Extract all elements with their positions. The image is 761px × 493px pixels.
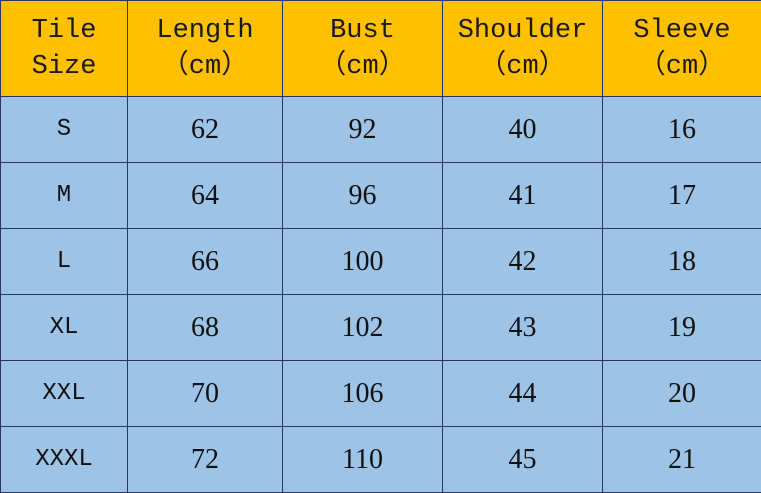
header-text: Size [31, 51, 97, 82]
value-cell: 66 [127, 228, 283, 295]
header-text: （cm） [479, 51, 566, 82]
value-cell: 44 [442, 360, 603, 427]
header-cell: Tile Size [0, 0, 128, 97]
value-cell: 43 [442, 294, 603, 361]
table-row: XXXL 72 110 45 21 [0, 426, 761, 493]
value-cell: 16 [602, 96, 761, 163]
header-text: （cm） [638, 51, 726, 82]
value-cell: 64 [127, 162, 283, 229]
value-cell: 19 [602, 294, 761, 361]
table-row: L 66 100 42 18 [0, 228, 761, 295]
size-cell: XXXL [0, 426, 128, 493]
value-cell: 102 [282, 294, 443, 361]
size-cell: XL [0, 294, 128, 361]
header-text: Length [156, 15, 254, 46]
value-cell: 41 [442, 162, 603, 229]
value-cell: 20 [602, 360, 761, 427]
size-cell: S [0, 96, 128, 163]
table-row: XL 68 102 43 19 [0, 294, 761, 361]
header-text: （cm） [161, 51, 249, 82]
value-cell: 42 [442, 228, 603, 295]
header-cell: Sleeve （cm） [602, 0, 761, 97]
table-body: S 62 92 40 16 M 64 96 41 17 L 66 100 42 18 XL 68 102 43 19 X… [0, 96, 761, 493]
value-cell: 100 [282, 228, 443, 295]
header-text: Sleeve [633, 15, 731, 46]
value-cell: 110 [282, 426, 443, 493]
value-cell: 45 [442, 426, 603, 493]
size-cell: L [0, 228, 128, 295]
size-cell: M [0, 162, 128, 229]
value-cell: 70 [127, 360, 283, 427]
header-text: Tile [31, 15, 97, 46]
table-row: M 64 96 41 17 [0, 162, 761, 229]
value-cell: 68 [127, 294, 283, 361]
header-cell: Bust （cm） [282, 0, 443, 97]
header-cell: Length （cm） [127, 0, 283, 97]
value-cell: 96 [282, 162, 443, 229]
value-cell: 72 [127, 426, 283, 493]
value-cell: 18 [602, 228, 761, 295]
value-cell: 106 [282, 360, 443, 427]
value-cell: 17 [602, 162, 761, 229]
value-cell: 62 [127, 96, 283, 163]
header-row: Tile Size Length （cm） Bust （cm） Shoulder （cm） Sl… [0, 0, 761, 97]
header-text: （cm） [319, 51, 406, 82]
header-text: Shoulder [457, 15, 588, 46]
value-cell: 21 [602, 426, 761, 493]
header-text: Bust [330, 15, 395, 46]
value-cell: 92 [282, 96, 443, 163]
size-cell: XXL [0, 360, 128, 427]
table-row: XXL 70 106 44 20 [0, 360, 761, 427]
value-cell: 40 [442, 96, 603, 163]
table-row: S 62 92 40 16 [0, 96, 761, 163]
header-cell: Shoulder （cm） [442, 0, 603, 97]
